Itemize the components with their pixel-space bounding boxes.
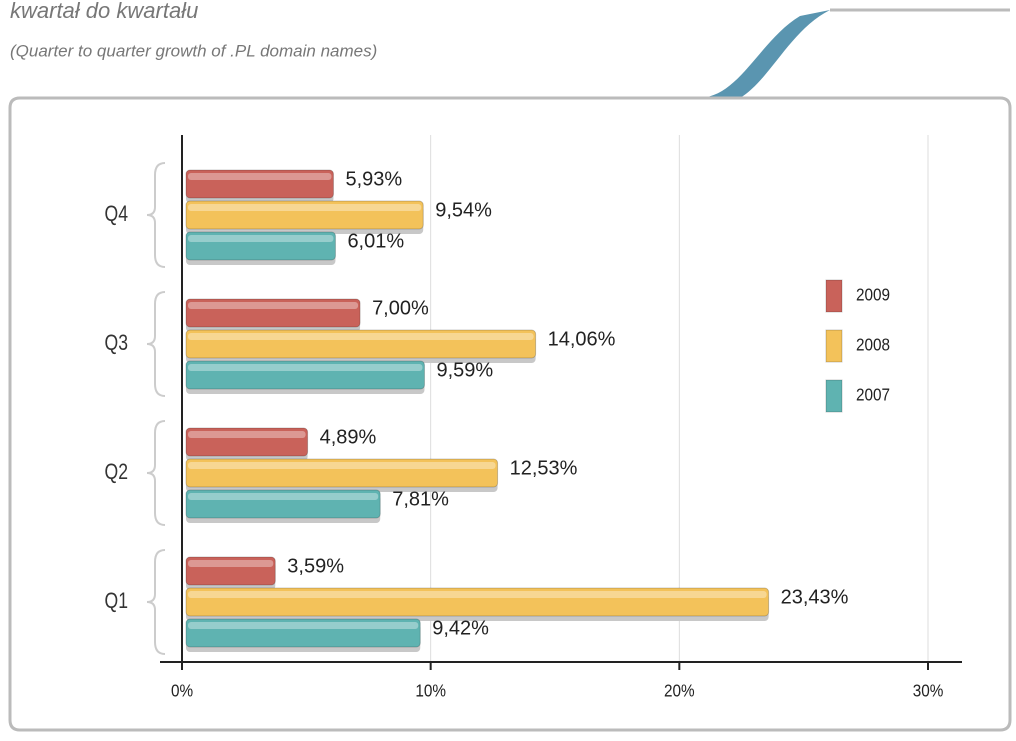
bar-highlight (188, 173, 332, 180)
category-brace (146, 162, 166, 268)
legend-label: 2009 (856, 285, 890, 305)
bar (185, 200, 424, 230)
category-brace (146, 420, 166, 526)
bar-highlight (188, 622, 419, 629)
value-label: 4,89% (320, 426, 377, 448)
x-tick-label: 30% (913, 681, 944, 701)
value-label: 9,42% (432, 617, 489, 639)
bar (185, 231, 336, 261)
category-brace (146, 549, 166, 655)
value-label: 3,59% (287, 555, 344, 577)
bar (185, 360, 425, 390)
bar (185, 458, 499, 488)
value-label: 5,93% (345, 168, 402, 190)
chart-subtitle: (Quarter to quarter growth of .PL domain… (10, 41, 377, 60)
value-label: 7,00% (372, 297, 429, 319)
bar-highlight (188, 333, 534, 340)
bar (185, 489, 381, 519)
bar-highlight (188, 591, 767, 598)
chart-title: kwartał do kwartału (10, 0, 198, 23)
category-label: Q1 (105, 589, 128, 613)
x-tick-label: 0% (171, 681, 193, 701)
bar (185, 618, 421, 648)
panel-border (8, 96, 1012, 732)
decoration (700, 10, 830, 98)
value-label: 7,81% (392, 488, 449, 510)
bar (185, 298, 361, 328)
bar-highlight (188, 462, 496, 469)
value-label: 14,06% (548, 328, 616, 350)
legend-swatch (825, 379, 843, 413)
bar (185, 169, 334, 199)
bar-highlight (188, 235, 334, 242)
bar (185, 329, 537, 359)
bar-highlight (188, 204, 422, 211)
value-label: 9,54% (435, 199, 492, 221)
x-tick-label: 20% (664, 681, 695, 701)
value-label: 9,59% (436, 359, 493, 381)
category-label: Q2 (105, 460, 128, 484)
x-tick-label: 10% (415, 681, 446, 701)
legend-swatch (825, 279, 843, 313)
bar-highlight (188, 493, 379, 500)
legend-label: 2007 (856, 385, 890, 405)
legend-swatch (825, 329, 843, 363)
bar (185, 587, 770, 617)
legend-label: 2008 (856, 335, 890, 355)
category-brace (146, 291, 166, 397)
bar-highlight (188, 431, 306, 438)
bar (185, 427, 309, 457)
bar (185, 556, 276, 586)
value-label: 12,53% (510, 457, 578, 479)
value-label: 23,43% (781, 586, 849, 608)
bar-highlight (188, 364, 423, 371)
bar-highlight (188, 302, 359, 309)
value-label: 6,01% (347, 230, 404, 252)
bar-highlight (188, 560, 274, 567)
category-label: Q3 (105, 331, 128, 355)
category-label: Q4 (105, 202, 128, 226)
